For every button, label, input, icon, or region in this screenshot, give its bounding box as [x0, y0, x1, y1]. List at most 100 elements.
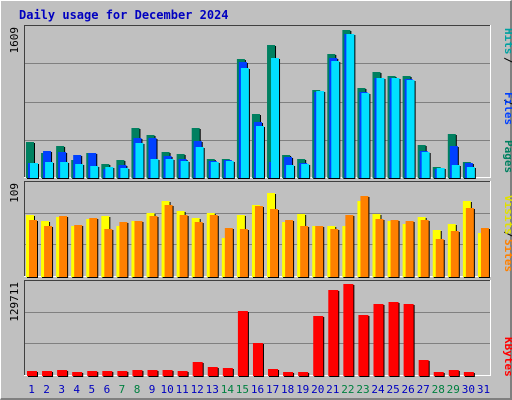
bar-hits-day-23: [361, 93, 370, 178]
bar-hits-day-6: [105, 167, 114, 178]
bar-hits-day-26: [406, 80, 415, 178]
bar-sites-day-18: [285, 220, 294, 277]
bar-hits-day-1: [30, 163, 38, 178]
bar-hits-day-8: [135, 143, 144, 178]
legend-sites: Sites: [502, 239, 512, 272]
legend-sep3: /: [502, 231, 512, 238]
bar-sites-day-3: [59, 216, 68, 277]
bar-kbytes-day-15: [237, 311, 248, 376]
bar-hits-day-28: [436, 168, 445, 178]
x-label-day-26: 26: [401, 383, 414, 396]
bar-pages-day-1: [26, 142, 34, 178]
bar-hits-day-5: [90, 166, 99, 178]
bar-kbytes-day-7: [117, 371, 128, 376]
bar-sites-day-4: [74, 225, 83, 277]
bar-kbytes-day-11: [177, 371, 188, 376]
bar-hits-day-16: [255, 126, 264, 178]
bar-kbytes-day-25: [388, 302, 399, 376]
legend-kbytes-panel: KBytes: [502, 337, 512, 377]
x-label-day-13: 13: [206, 383, 219, 396]
bar-sites-day-25: [390, 220, 399, 277]
bar-sites-day-12: [194, 222, 203, 277]
bar-kbytes-day-21: [328, 290, 339, 376]
bar-hits-day-11: [180, 161, 189, 178]
bar-sites-day-22: [345, 215, 354, 277]
x-label-day-28: 28: [432, 383, 445, 396]
x-label-day-12: 12: [191, 383, 204, 396]
bar-kbytes-day-14: [222, 368, 233, 376]
bar-hits-day-27: [421, 152, 430, 178]
bar-sites-day-26: [405, 221, 414, 277]
x-label-day-9: 9: [149, 383, 156, 396]
bar-sites-day-21: [330, 229, 339, 277]
bar-kbytes-day-27: [418, 360, 429, 376]
bar-hits-day-14: [225, 161, 234, 178]
chart-title: Daily usage for December 2024: [19, 8, 229, 22]
bar-sites-day-31: [480, 228, 489, 277]
bar-kbytes-day-6: [102, 371, 113, 376]
bar-kbytes-day-12: [192, 362, 203, 376]
bar-hits-day-3: [60, 162, 69, 178]
bar-sites-day-16: [254, 206, 263, 277]
x-label-day-17: 17: [266, 383, 279, 396]
bar-hits-day-12: [195, 147, 204, 178]
bar-sites-day-10: [164, 205, 173, 277]
bar-kbytes-day-3: [57, 370, 68, 376]
bar-kbytes-day-23: [358, 315, 369, 376]
bar-hits-day-19: [301, 164, 310, 178]
legend-files: Files: [502, 92, 512, 125]
bar-hits-day-13: [210, 162, 219, 178]
bar-sites-day-15: [239, 229, 248, 277]
bar-hits-day-9: [150, 159, 159, 178]
bar-hits-day-7: [120, 168, 129, 178]
bar-kbytes-day-2: [42, 371, 53, 376]
bar-sites-day-17: [270, 209, 279, 277]
x-label-day-20: 20: [311, 383, 324, 396]
bar-kbytes-day-30: [463, 372, 474, 376]
x-label-day-30: 30: [462, 383, 475, 396]
bar-sites-day-24: [375, 219, 384, 277]
x-label-day-10: 10: [160, 383, 173, 396]
bar-sites-day-13: [209, 215, 218, 277]
x-label-day-16: 16: [251, 383, 264, 396]
y-max-label-kbytes: 129711: [8, 282, 21, 322]
x-label-day-21: 21: [326, 383, 339, 396]
x-label-day-19: 19: [296, 383, 309, 396]
bar-sites-day-1: [29, 220, 37, 277]
bar-kbytes-day-9: [147, 370, 158, 376]
bar-kbytes-day-5: [87, 371, 98, 376]
bar-hits-day-25: [391, 78, 400, 178]
bar-hits-day-10: [165, 159, 174, 178]
bar-kbytes-day-26: [403, 304, 414, 376]
bar-hits-day-29: [451, 165, 460, 178]
x-label-day-27: 27: [417, 383, 430, 396]
x-label-day-1: 1: [28, 383, 35, 396]
bar-sites-day-29: [450, 231, 459, 277]
bar-sites-day-19: [300, 226, 309, 277]
bar-hits-day-20: [316, 91, 325, 178]
x-label-day-5: 5: [88, 383, 95, 396]
y-max-label-visits: 109: [8, 183, 21, 203]
x-label-day-23: 23: [356, 383, 369, 396]
bar-sites-day-5: [89, 218, 98, 277]
legend-kbytes: KBytes: [502, 337, 512, 377]
bar-sites-day-2: [44, 226, 53, 277]
bar-kbytes-day-18: [283, 372, 294, 376]
x-label-day-29: 29: [447, 383, 460, 396]
bar-hits-day-15: [240, 68, 249, 178]
x-label-day-2: 2: [43, 383, 50, 396]
x-label-day-15: 15: [236, 383, 249, 396]
bar-kbytes-day-8: [132, 370, 143, 376]
legend-sep2: /: [502, 57, 512, 64]
bar-hits-day-4: [75, 164, 84, 178]
bar-files-day-29: [449, 146, 458, 178]
bar-hits-day-22: [346, 34, 355, 178]
x-label-day-31: 31: [477, 383, 490, 396]
legend-hits: Hits: [502, 28, 512, 55]
x-label-day-18: 18: [281, 383, 294, 396]
bar-kbytes-day-16: [252, 343, 263, 376]
x-label-day-6: 6: [104, 383, 111, 396]
bar-kbytes-day-4: [72, 372, 83, 376]
